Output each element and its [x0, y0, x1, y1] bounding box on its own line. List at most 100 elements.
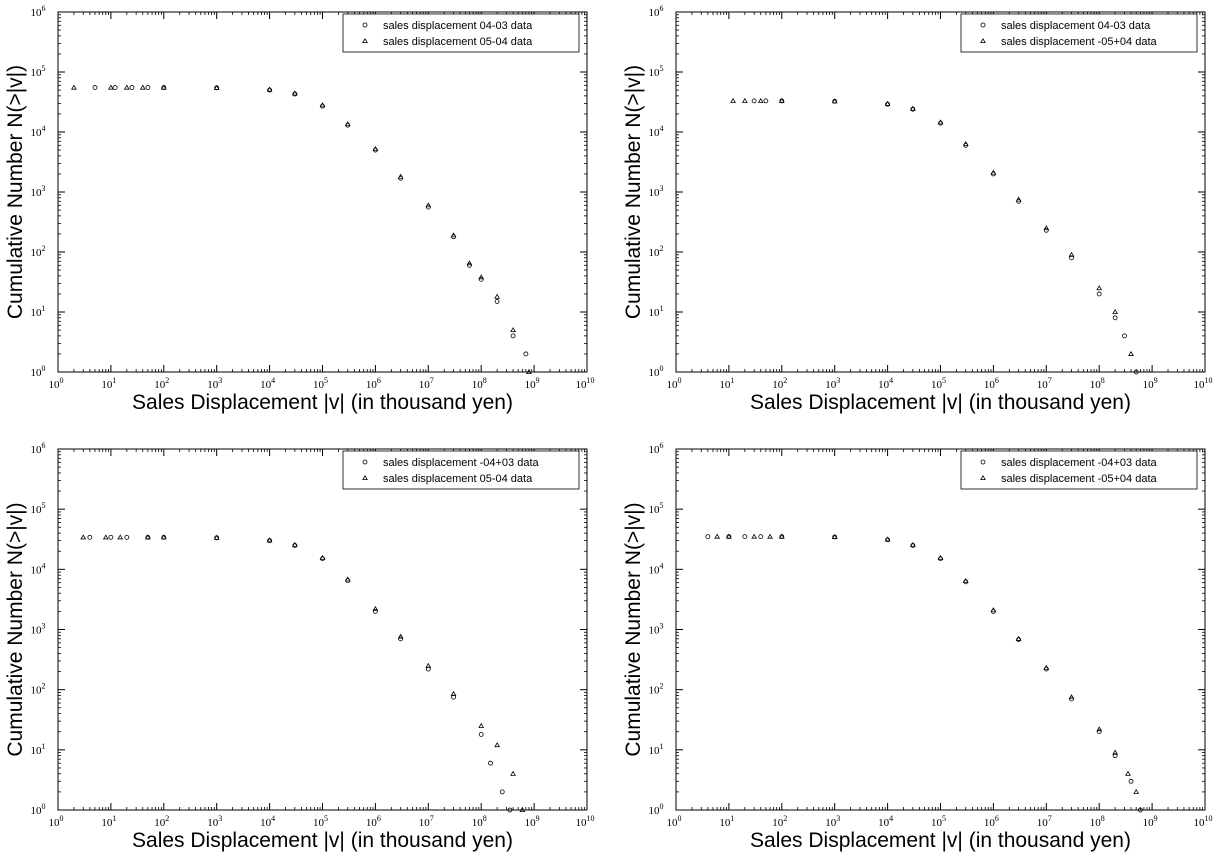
data-point [751, 98, 757, 104]
y-tick-label: 102 [649, 682, 664, 697]
legend-marker-circle [980, 22, 986, 28]
data-point [108, 84, 114, 90]
data-point [1112, 749, 1119, 755]
data-point [92, 85, 98, 90]
x-tick-label: 107 [1037, 376, 1052, 391]
y-tick-label: 102 [31, 682, 46, 697]
data-point [397, 633, 404, 639]
x-tick-label: 105 [931, 376, 946, 391]
x-tick-label: 100 [49, 376, 64, 391]
y-tick-label: 104 [649, 124, 664, 139]
x-tick-label: 107 [1037, 814, 1052, 829]
data-point [1096, 285, 1103, 291]
x-tick-label: 105 [313, 814, 328, 829]
data-point [1128, 350, 1134, 356]
plot-frame [675, 11, 1206, 373]
x-tick-label: 106 [366, 814, 381, 829]
data-point [112, 85, 118, 90]
data-point [160, 84, 167, 90]
y-tick-label: 104 [31, 124, 46, 139]
data-point [145, 85, 151, 90]
x-tick-label: 101 [101, 376, 116, 391]
x-tick-label: 100 [667, 376, 682, 391]
data-point [213, 84, 220, 90]
data-point [124, 534, 130, 540]
x-tick-label: 100 [49, 814, 64, 829]
data-point [778, 97, 785, 103]
data-point [705, 534, 711, 539]
legend-box [342, 450, 580, 490]
data-point [478, 276, 484, 282]
data-point [1069, 255, 1074, 261]
y-tick-label: 104 [31, 561, 46, 576]
data-point [937, 554, 944, 560]
x-tick-label: 1010 [576, 376, 595, 391]
x-tick-label: 1010 [576, 814, 595, 829]
data-point [372, 608, 378, 614]
legend-marker-triangle [362, 475, 368, 480]
x-tick-label: 104 [878, 814, 893, 829]
x-tick-label: 101 [101, 814, 116, 829]
x-tick-label: 109 [525, 814, 540, 829]
legend-label: sales displacement 05-04 data [383, 36, 533, 48]
data-point [510, 327, 516, 333]
y-tick-label: 105 [31, 64, 46, 79]
y-tick-label: 106 [31, 4, 46, 19]
data-point [1133, 369, 1139, 375]
y-tick-label: 101 [649, 304, 664, 319]
series-1 [92, 85, 529, 357]
data-point [1112, 315, 1118, 321]
data-point [763, 98, 769, 104]
y-axis-title: Cumulative Number N(>|v|) [622, 65, 645, 319]
y-tick-label: 101 [31, 742, 46, 757]
data-point [123, 84, 130, 90]
legend: sales displacement -04+03 data sales disp… [960, 450, 1198, 490]
x-axis-title: Sales Displacement |v| (in thousand yen) [132, 391, 513, 414]
x-axis-title: Sales Displacement |v| (in thousand yen) [750, 829, 1131, 852]
chart-2: 100 101 102 103 104 105 106 107 108 109 1010 100 101… [622, 4, 1213, 414]
y-tick-label: 103 [649, 622, 664, 637]
y-tick-label: 106 [31, 441, 46, 456]
series-2 [714, 533, 1140, 794]
x-tick-label: 104 [260, 376, 275, 391]
data-point [494, 742, 501, 748]
data-point [1096, 726, 1103, 732]
x-tick-label: 101 [719, 376, 734, 391]
data-point [523, 351, 529, 357]
data-point [425, 202, 432, 208]
data-point [757, 97, 764, 103]
x-tick-label: 102 [772, 814, 787, 829]
data-point [139, 84, 146, 90]
x-tick-label: 108 [1090, 814, 1105, 829]
y-tick-label: 103 [31, 184, 46, 199]
series-1 [751, 98, 1139, 375]
y-tick-label: 103 [649, 184, 664, 199]
legend-marker-triangle [980, 38, 986, 43]
data-point [990, 607, 997, 613]
data-point [1112, 753, 1118, 759]
data-point [1133, 788, 1140, 794]
y-tick-label: 105 [649, 64, 664, 79]
data-point [1043, 227, 1049, 233]
x-tick-label: 100 [667, 814, 682, 829]
legend-label: sales displacement 05-04 data [383, 473, 533, 485]
data-point [398, 636, 404, 642]
x-tick-label: 103 [825, 376, 840, 391]
y-tick-label: 102 [649, 244, 664, 259]
data-point [1015, 635, 1022, 641]
legend-label: sales displacement -05+04 data [1001, 36, 1158, 48]
x-tick-label: 102 [154, 814, 169, 829]
series-2 [730, 97, 1134, 356]
plot-frame [57, 11, 588, 373]
data-point [344, 121, 351, 127]
data-point [129, 85, 135, 90]
data-point [291, 541, 298, 547]
x-tick-label: 106 [984, 376, 999, 391]
data-point [1112, 309, 1119, 314]
data-point [758, 534, 764, 539]
series-2 [71, 84, 532, 374]
data-point [741, 97, 748, 103]
legend-marker-circle [362, 22, 368, 28]
data-point [499, 789, 505, 795]
data-point [344, 576, 351, 582]
